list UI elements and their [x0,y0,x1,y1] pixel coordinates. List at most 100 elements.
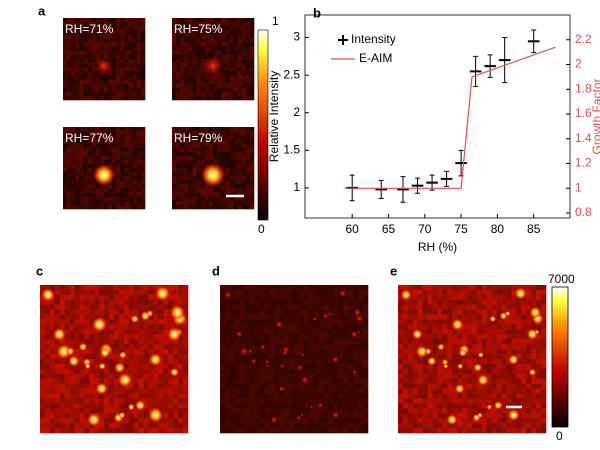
pixel [176,147,181,152]
pixel [140,91,146,97]
pixel [99,127,105,132]
pixel [284,324,290,330]
pixel [536,294,542,301]
pixel [541,403,547,409]
pixel [172,79,177,84]
pixel [412,418,419,424]
pixel [128,418,135,424]
pixel [44,339,51,345]
pixel [233,95,238,101]
pixel [116,204,121,210]
pixel [184,95,189,101]
pixel [225,54,230,60]
pixel [457,359,463,365]
pixel [496,294,502,301]
pixel [178,378,184,384]
pixel [407,349,414,355]
pixel [358,339,364,345]
pixel [94,309,100,315]
pixel [402,413,409,419]
pixel [123,413,130,419]
pixel [91,63,97,68]
pixel [54,373,61,380]
pixel [173,388,179,394]
pixel [481,285,488,291]
pixel [59,363,65,370]
pixel [432,285,438,291]
pixel [289,294,295,301]
pixel [99,184,105,189]
spot [130,314,140,324]
pixel [521,314,527,320]
pixel [124,54,129,60]
pixel [462,398,468,404]
pixel [531,359,537,365]
pixel [172,143,177,148]
pixel [204,50,210,56]
pixel [188,180,193,185]
pixel [476,289,483,296]
pixel [132,159,138,165]
pixel [69,393,75,399]
pixel [158,418,164,424]
pixel [120,139,125,144]
pixel [59,324,65,330]
pixel [241,91,247,97]
pixel [279,403,285,409]
pixel [303,403,310,409]
pixel [124,196,129,202]
pixel [229,155,234,161]
pixel [358,383,364,389]
pixel [343,428,349,434]
pixel [94,363,100,370]
pixel [133,329,139,335]
pixel [172,42,177,47]
pixel [452,423,458,429]
pixel [79,196,84,202]
pixel [422,319,428,325]
pixel [172,75,177,80]
pixel [259,359,265,365]
pixel [274,383,280,389]
pixel [128,46,133,52]
pixel [120,26,125,31]
pixel [303,383,310,389]
pixel [417,403,423,409]
pixel [99,87,105,93]
pixel [398,294,404,301]
spot [140,310,151,322]
pixel [398,314,404,320]
pixel [83,67,88,72]
pixel [123,324,130,330]
pixel [353,344,359,350]
pixel [402,359,409,365]
pixel [491,309,497,315]
pixel [245,30,251,35]
pixel [343,339,349,345]
pixel [54,418,61,424]
pixel [109,285,115,291]
pixel [188,163,193,169]
spot [508,354,519,366]
pixel [338,324,344,330]
pixel [241,172,247,177]
pixel [233,151,238,156]
pixel [249,188,255,193]
pixel [79,79,84,84]
pixel [184,184,189,189]
pixel [192,87,197,93]
pixel [99,139,105,144]
pixel [279,428,285,434]
spot [322,313,328,319]
pixel [196,26,201,31]
spot [529,306,542,319]
pixel [541,334,547,340]
pixel [220,423,226,429]
pixel [348,398,354,404]
pixel [217,127,222,132]
pixel [196,184,201,189]
pixel [116,147,121,152]
pixel [83,135,88,140]
pixel [172,139,177,144]
pixel [249,38,255,43]
